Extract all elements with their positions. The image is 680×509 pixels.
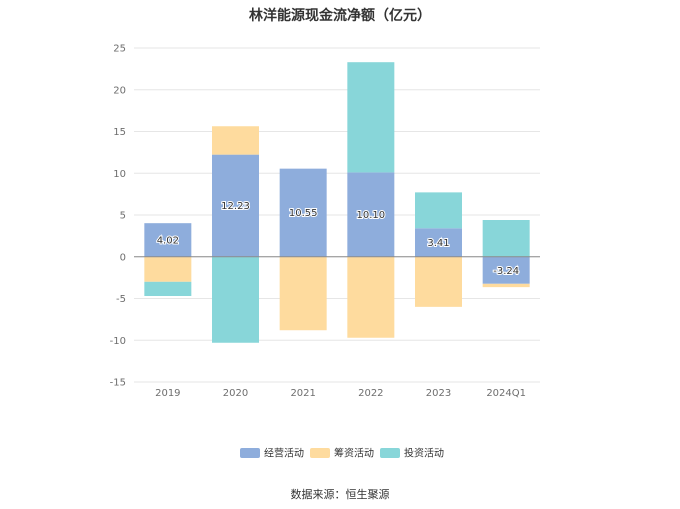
bar-筹资活动-2022[interactable] — [347, 256, 395, 338]
legend-label: 筹资活动 — [334, 447, 374, 460]
axis-layer: 25 20 15 10 5 0 -5 -10 -15 2019 2020 2021 2022 2023 20… — [110, 44, 540, 399]
legend-item-投资活动[interactable]: 投资活动 — [380, 447, 444, 460]
bar-筹资活动-2024Q1[interactable] — [482, 283, 530, 288]
bar-投资活动-2020[interactable] — [212, 256, 259, 343]
bar-经营活动-2024Q1[interactable] — [482, 256, 530, 284]
y-tick-label: 10 — [113, 169, 126, 180]
bar-投资活动-2019[interactable] — [144, 281, 192, 296]
x-tick-label: 2021 — [290, 388, 315, 399]
data-label: 12.23 — [221, 201, 250, 212]
grid-layer — [134, 47, 540, 383]
legend-swatch — [310, 448, 330, 458]
legend-swatch — [240, 448, 260, 458]
y-tick-label: -10 — [110, 336, 126, 347]
data-label: 10.55 — [289, 208, 318, 219]
legend-label: 经营活动 — [264, 447, 304, 460]
bar-投资活动-2022[interactable] — [347, 62, 395, 173]
bar-投资活动-2024Q1[interactable] — [482, 220, 530, 257]
x-tick-label: 2022 — [358, 388, 383, 399]
bar-筹资活动-2019[interactable] — [144, 256, 192, 282]
bar-筹资活动-2023[interactable] — [415, 256, 462, 307]
bar-筹资活动-2021[interactable] — [279, 256, 327, 331]
legend[interactable]: 经营活动 筹资活动 投资活动 — [240, 447, 444, 460]
data-label: 4.02 — [157, 235, 179, 246]
y-tick-label: -15 — [110, 378, 126, 389]
bar-投资活动-2023[interactable] — [415, 192, 462, 229]
y-tick-label: 25 — [113, 44, 126, 55]
y-tick-label: 20 — [113, 85, 126, 96]
x-tick-label: 2023 — [426, 388, 451, 399]
legend-item-筹资活动[interactable]: 筹资活动 — [310, 447, 374, 460]
label-layer: 4.02 12.23 10.55 10.10 3.41 -3.24 — [156, 200, 520, 278]
y-tick-label: 5 — [120, 211, 126, 222]
chart-title: 林洋能源现金流净额（亿元） — [249, 8, 431, 24]
bar-经营活动-2020[interactable] — [212, 154, 259, 257]
data-source: 数据来源：恒生聚源 — [290, 488, 390, 501]
bar-经营活动-2019[interactable] — [144, 223, 192, 257]
data-label: 10.10 — [357, 210, 386, 221]
x-tick-label: 2020 — [223, 388, 248, 399]
data-label: 3.41 — [427, 238, 449, 249]
bar-经营活动-2021[interactable] — [279, 168, 327, 257]
y-tick-label: 15 — [113, 127, 126, 138]
legend-label: 投资活动 — [404, 447, 444, 460]
legend-item-经营活动[interactable]: 经营活动 — [240, 447, 304, 460]
x-tick-label: 2019 — [155, 388, 180, 399]
x-tick-label: 2024Q1 — [486, 388, 526, 399]
legend-swatch — [380, 448, 400, 458]
bar-layer — [144, 62, 530, 343]
bar-经营活动-2022[interactable] — [347, 172, 395, 257]
bar-经营活动-2023[interactable] — [415, 228, 462, 257]
data-label: -3.24 — [493, 266, 519, 277]
y-tick-label: -5 — [116, 294, 126, 305]
bar-筹资活动-2020[interactable] — [212, 126, 259, 155]
y-tick-label: 0 — [120, 252, 126, 263]
